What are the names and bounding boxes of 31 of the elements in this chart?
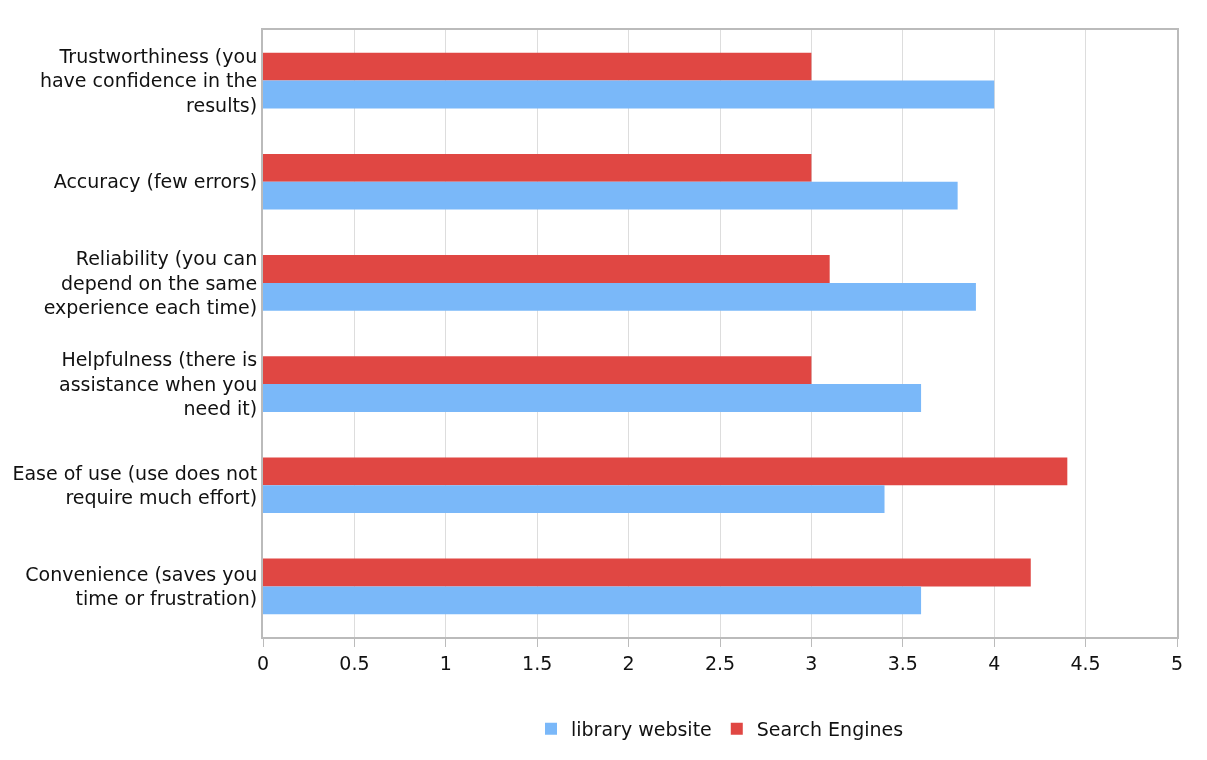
y-tick-label: Helpfulness (there is assistance when you need it)	[59, 348, 258, 420]
x-tick-label: 2.5	[704, 651, 736, 674]
legend-label: Search Engines	[756, 718, 904, 741]
bar	[263, 356, 812, 385]
x-tick-label: 4.5	[1070, 651, 1101, 674]
bar	[263, 153, 812, 182]
y-tick-label: Trustworthiness (you have confidence in the results)	[39, 44, 258, 116]
y-tick-label: Convenience (saves you time or frustration)	[25, 562, 258, 610]
x-tick-label: 5	[1170, 651, 1184, 674]
bar	[263, 485, 885, 514]
bar	[263, 282, 976, 311]
y-tick-label: Reliability (you can depend on the same experience each time)	[43, 246, 258, 319]
x-tick-label: 4	[988, 651, 1001, 674]
bar	[263, 558, 1031, 587]
bar	[263, 586, 922, 615]
x-tick-label: 1	[439, 651, 452, 674]
x-tick-label: 3.5	[887, 651, 918, 674]
bar	[263, 52, 812, 81]
y-tick-label: Ease of use (use does not require much effort)	[12, 461, 258, 509]
legend-label: library website	[571, 718, 712, 741]
x-tick-label: 3	[805, 651, 818, 674]
bar	[263, 457, 1068, 486]
y-tick-label: Accuracy (few errors)	[53, 170, 258, 193]
bar	[263, 181, 958, 210]
x-tick-label: 1.5	[522, 651, 553, 674]
x-tick-label: 0.5	[339, 651, 370, 674]
x-tick-label: 2	[622, 651, 635, 674]
bar	[263, 384, 922, 412]
bar	[263, 80, 995, 109]
bar	[263, 255, 830, 283]
x-tick-label: 0	[256, 651, 270, 674]
